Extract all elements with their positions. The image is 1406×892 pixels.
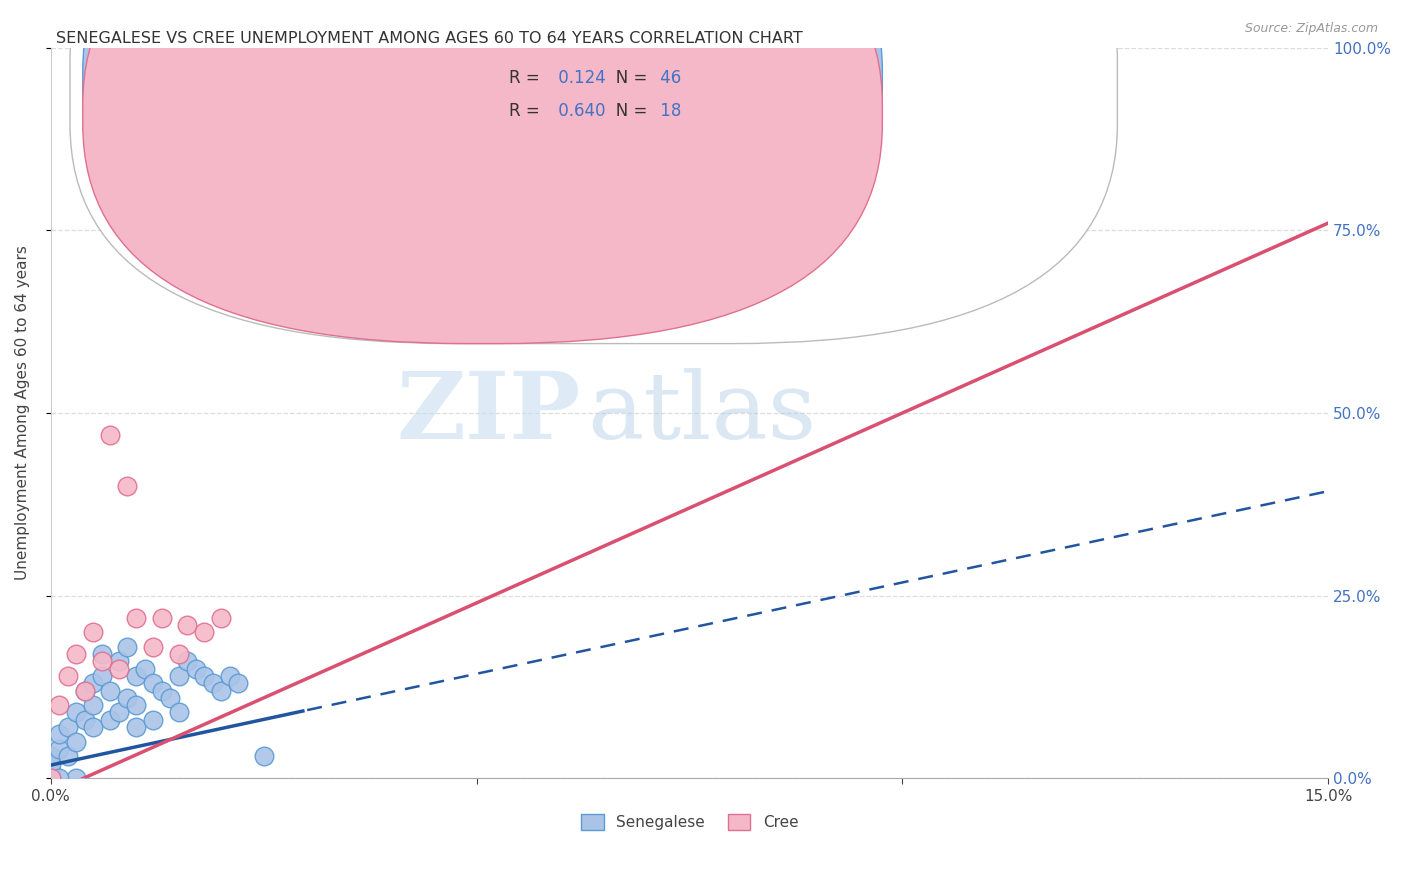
Point <box>184 662 207 676</box>
Point <box>73 683 96 698</box>
Point <box>82 698 104 713</box>
Point <box>209 683 232 698</box>
Point <box>108 662 131 676</box>
Text: R =: R = <box>509 103 546 120</box>
Point <box>82 676 104 690</box>
Point <box>218 669 240 683</box>
Point <box>167 669 190 683</box>
Point <box>48 698 70 713</box>
Point <box>125 669 148 683</box>
Point <box>65 735 87 749</box>
Point <box>125 720 148 734</box>
Text: 18: 18 <box>655 103 682 120</box>
Point <box>159 690 181 705</box>
Point <box>209 610 232 624</box>
Point <box>39 771 62 785</box>
Point <box>82 720 104 734</box>
FancyBboxPatch shape <box>70 0 1118 343</box>
Text: 0.124: 0.124 <box>553 69 606 87</box>
Point <box>100 683 122 698</box>
Point <box>117 690 139 705</box>
Point <box>201 676 224 690</box>
Text: atlas: atlas <box>588 368 817 458</box>
Point <box>176 654 198 668</box>
Point <box>39 756 62 771</box>
Point <box>253 749 276 764</box>
Text: 46: 46 <box>655 69 682 87</box>
Point <box>48 771 70 785</box>
Point <box>39 764 62 778</box>
Point <box>90 647 112 661</box>
Point <box>90 669 112 683</box>
Point <box>108 654 131 668</box>
Point <box>39 771 62 785</box>
Text: SENEGALESE VS CREE UNEMPLOYMENT AMONG AGES 60 TO 64 YEARS CORRELATION CHART: SENEGALESE VS CREE UNEMPLOYMENT AMONG AG… <box>56 31 803 46</box>
Point <box>159 186 181 201</box>
Point <box>134 662 156 676</box>
Point <box>56 669 79 683</box>
Point <box>73 713 96 727</box>
Point <box>56 720 79 734</box>
Point <box>117 640 139 654</box>
FancyBboxPatch shape <box>83 0 883 310</box>
Point <box>125 698 148 713</box>
Point <box>90 654 112 668</box>
Point <box>117 479 139 493</box>
Point <box>56 749 79 764</box>
Point <box>125 610 148 624</box>
Point <box>193 625 215 640</box>
Point <box>48 742 70 756</box>
Point <box>226 676 249 690</box>
Text: N =: N = <box>600 69 652 87</box>
Point <box>100 428 122 442</box>
Point <box>39 749 62 764</box>
Point <box>142 713 165 727</box>
Legend: Senegalese, Cree: Senegalese, Cree <box>575 808 804 837</box>
Point <box>65 706 87 720</box>
FancyBboxPatch shape <box>83 0 883 343</box>
Point <box>193 669 215 683</box>
Point <box>142 640 165 654</box>
Point <box>82 625 104 640</box>
Point <box>142 676 165 690</box>
Point <box>39 771 62 785</box>
Point <box>65 771 87 785</box>
Point <box>150 683 173 698</box>
Point <box>48 727 70 741</box>
Point <box>39 771 62 785</box>
Point <box>73 683 96 698</box>
Point <box>167 706 190 720</box>
Y-axis label: Unemployment Among Ages 60 to 64 years: Unemployment Among Ages 60 to 64 years <box>15 245 30 581</box>
Point <box>39 771 62 785</box>
Text: ZIP: ZIP <box>396 368 581 458</box>
Point <box>65 647 87 661</box>
Point <box>167 647 190 661</box>
Point <box>100 713 122 727</box>
Point <box>108 706 131 720</box>
Text: R =: R = <box>509 69 546 87</box>
Text: 0.640: 0.640 <box>553 103 606 120</box>
Text: N =: N = <box>600 103 652 120</box>
Point <box>150 610 173 624</box>
Text: Source: ZipAtlas.com: Source: ZipAtlas.com <box>1244 22 1378 36</box>
Point <box>176 617 198 632</box>
